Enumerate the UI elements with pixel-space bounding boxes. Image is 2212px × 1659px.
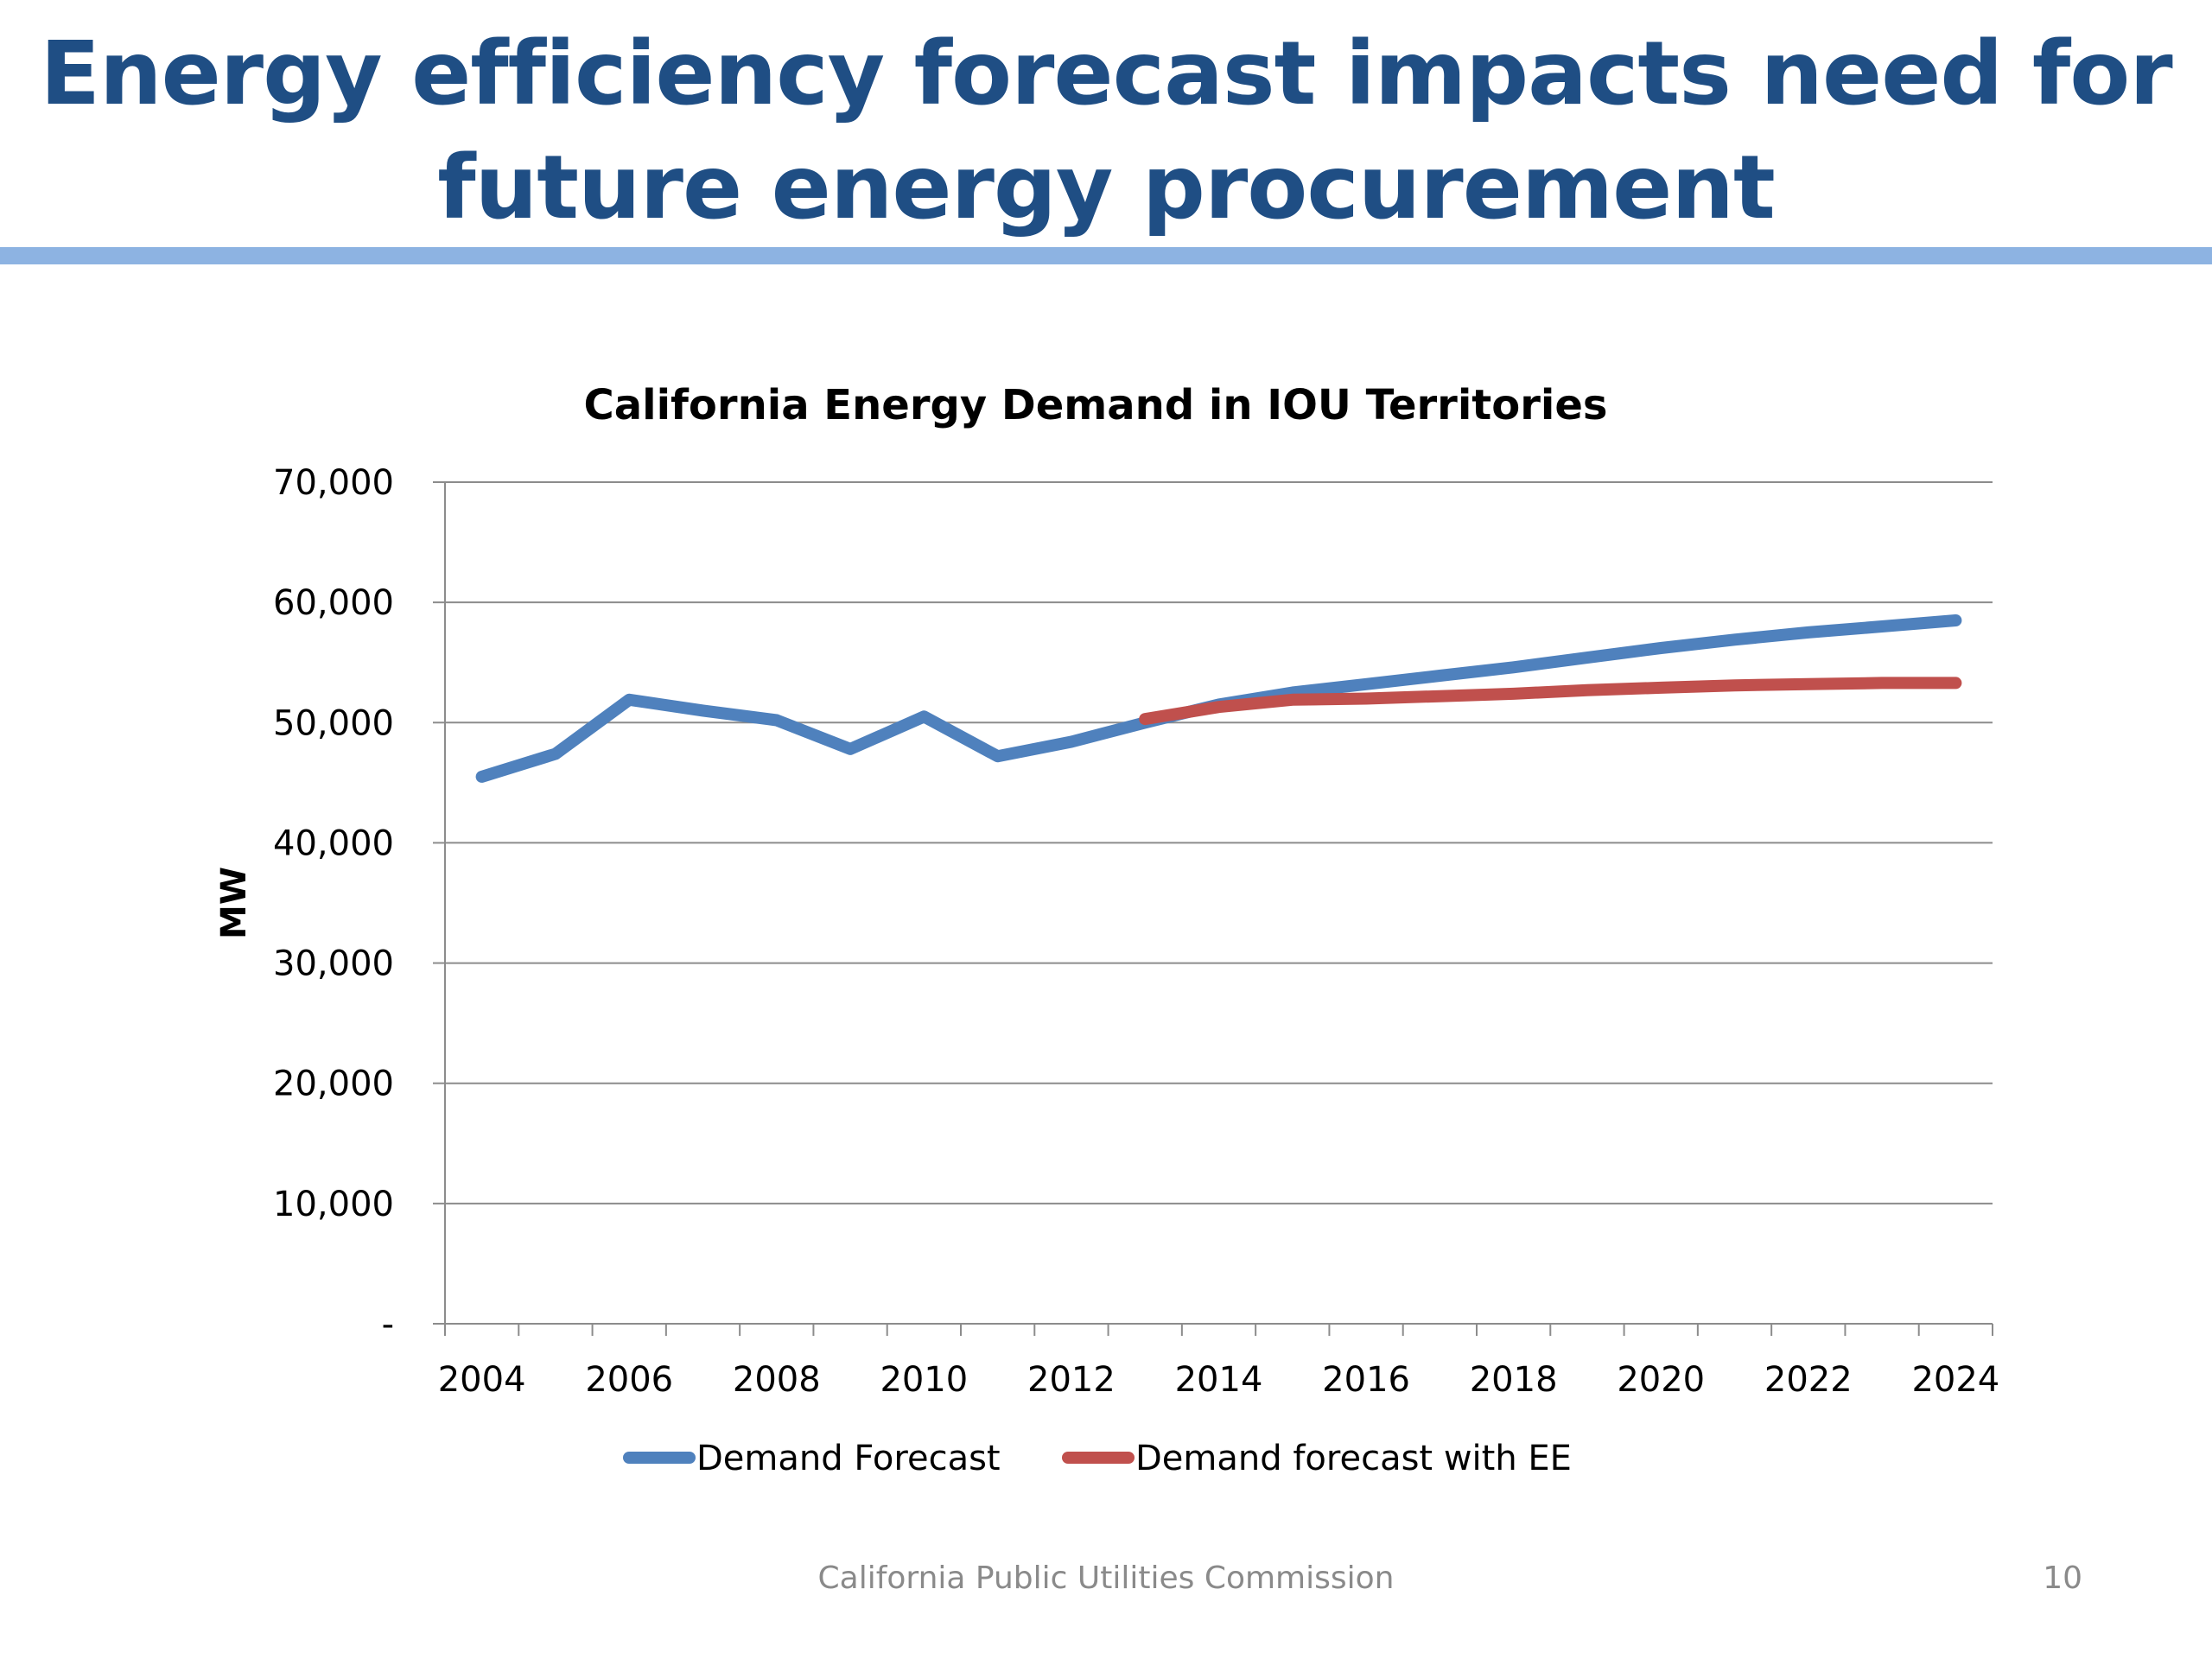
x-tick-label: 2016: [1322, 1360, 1410, 1400]
x-tick-label: 2008: [733, 1360, 821, 1400]
legend-label: Demand forecast with EE: [1135, 1439, 1572, 1478]
x-tick-label: 2010: [880, 1360, 968, 1400]
series-line-demand-forecast: [475, 614, 1962, 783]
x-tick-label: 2018: [1470, 1360, 1558, 1400]
slide-title: Energy efficiency forecast impacts need …: [0, 17, 2212, 245]
x-tick-label: 2014: [1175, 1360, 1263, 1400]
series-lines: [475, 614, 1962, 783]
chart-title: California Energy Demand in IOU Territor…: [584, 381, 1608, 429]
slide-title-line-2: future energy procurement: [437, 137, 1775, 239]
x-tick-label: 2022: [1764, 1360, 1853, 1400]
footer-text: California Public Utilities Commission: [817, 1560, 1395, 1596]
legend-label: Demand Forecast: [696, 1439, 1001, 1478]
y-axis-label: MW: [214, 867, 254, 939]
y-tick-label: 40,000: [273, 823, 394, 863]
y-tick-label: 50,000: [273, 703, 394, 743]
axes: - 10,000 20,000 30,000 40,000 50,000 60,000 70,…: [273, 463, 1999, 1400]
series-line-demand-forecast-with-ee: [1139, 677, 1962, 726]
y-tick-label: 60,000: [273, 583, 394, 623]
x-tick-label: 2024: [1911, 1360, 1999, 1400]
x-tick-label: 2020: [1617, 1360, 1705, 1400]
legend: Demand Forecast Demand forecast with EE: [623, 1439, 1572, 1478]
y-tick-label: 70,000: [273, 463, 394, 503]
title-divider: [0, 247, 2212, 264]
page-number: 10: [2043, 1560, 2082, 1596]
x-tick-label: 2004: [438, 1360, 526, 1400]
y-tick-label: 30,000: [273, 944, 394, 984]
y-tick-label: -: [382, 1305, 394, 1344]
x-tick-label: 2006: [585, 1360, 673, 1400]
y-tick-label: 10,000: [273, 1185, 394, 1224]
gridlines: [445, 481, 1993, 1205]
y-tick-label: 20,000: [273, 1065, 394, 1104]
slide-title-line-1: Energy efficiency forecast impacts need …: [40, 22, 2172, 125]
x-tick-label: 2012: [1027, 1360, 1116, 1400]
